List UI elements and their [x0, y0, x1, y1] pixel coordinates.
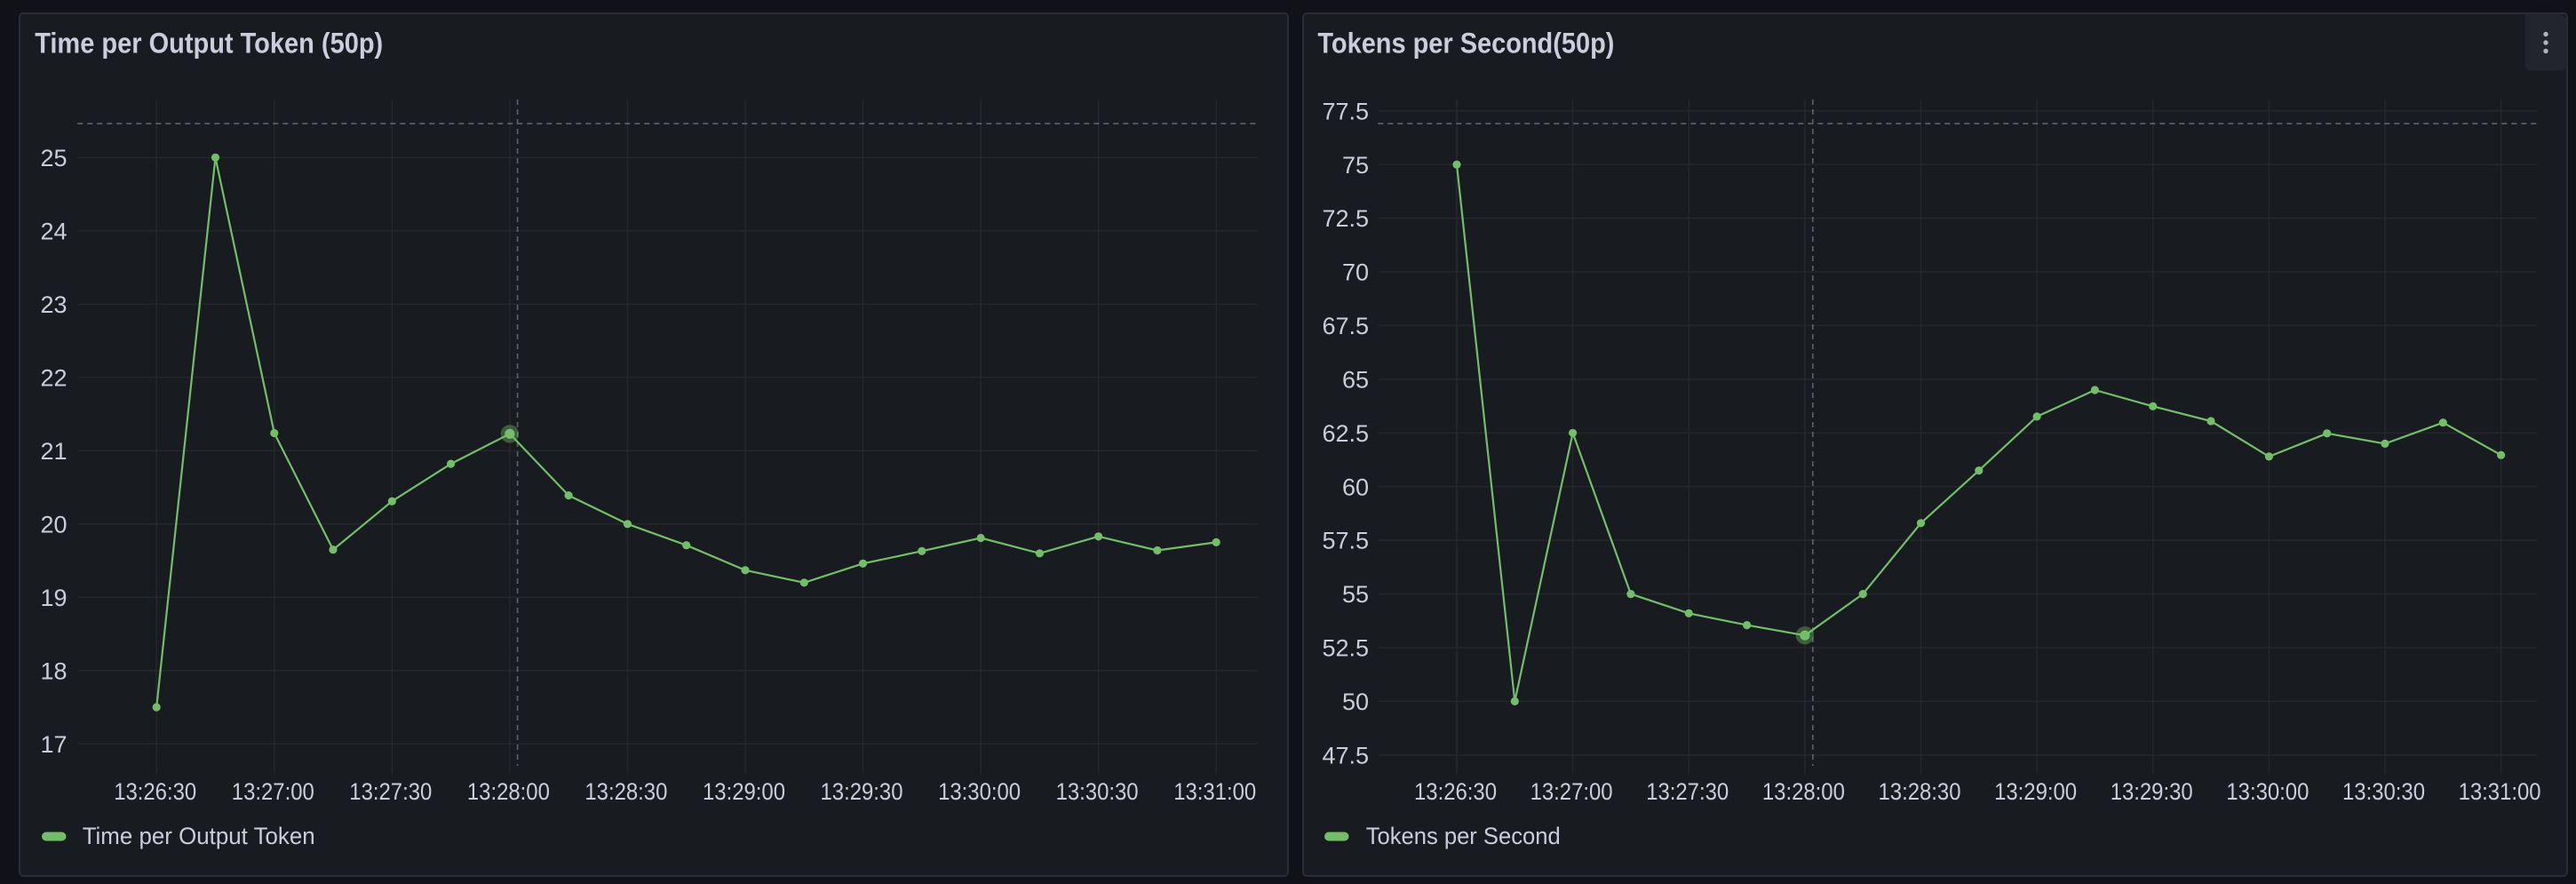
- svg-text:22: 22: [40, 364, 67, 391]
- svg-text:13:30:00: 13:30:00: [2226, 778, 2309, 805]
- svg-text:62.5: 62.5: [1322, 420, 1369, 447]
- svg-text:25: 25: [40, 145, 67, 171]
- svg-text:13:29:00: 13:29:00: [703, 778, 785, 805]
- svg-text:50: 50: [1342, 689, 1369, 715]
- svg-text:Time per Output Token (50p): Time per Output Token (50p): [35, 28, 383, 60]
- svg-text:13:30:30: 13:30:30: [2342, 778, 2425, 805]
- svg-text:13:31:00: 13:31:00: [1173, 778, 1256, 805]
- svg-text:13:29:00: 13:29:00: [1994, 778, 2077, 805]
- svg-text:13:30:30: 13:30:30: [1056, 778, 1139, 805]
- svg-text:60: 60: [1342, 474, 1369, 500]
- svg-text:75: 75: [1342, 152, 1369, 179]
- svg-text:13:26:30: 13:26:30: [114, 778, 196, 805]
- svg-text:Tokens per Second(50p): Tokens per Second(50p): [1317, 28, 1614, 60]
- svg-text:13:28:30: 13:28:30: [1879, 778, 1961, 805]
- svg-text:23: 23: [40, 291, 67, 318]
- svg-text:65: 65: [1342, 367, 1369, 394]
- svg-text:13:30:00: 13:30:00: [938, 778, 1021, 805]
- svg-text:13:29:30: 13:29:30: [2111, 778, 2193, 805]
- svg-text:47.5: 47.5: [1322, 742, 1369, 769]
- svg-text:57.5: 57.5: [1322, 528, 1369, 554]
- svg-text:13:27:00: 13:27:00: [232, 778, 314, 805]
- svg-text:13:31:00: 13:31:00: [2459, 778, 2541, 805]
- svg-text:13:27:30: 13:27:30: [1646, 778, 1729, 805]
- svg-text:13:28:00: 13:28:00: [467, 778, 550, 805]
- svg-text:72.5: 72.5: [1322, 205, 1369, 232]
- svg-text:13:28:30: 13:28:30: [584, 778, 667, 805]
- svg-text:13:27:30: 13:27:30: [349, 778, 432, 805]
- svg-text:13:27:00: 13:27:00: [1530, 778, 1613, 805]
- svg-text:19: 19: [40, 585, 67, 611]
- svg-text:21: 21: [40, 438, 67, 465]
- svg-text:13:28:00: 13:28:00: [1762, 778, 1845, 805]
- svg-text:13:26:30: 13:26:30: [1414, 778, 1497, 805]
- svg-text:Tokens per Second: Tokens per Second: [1366, 823, 1561, 849]
- svg-text:55: 55: [1342, 581, 1369, 608]
- svg-text:24: 24: [40, 218, 67, 244]
- svg-text:13:29:30: 13:29:30: [821, 778, 903, 805]
- svg-text:20: 20: [40, 511, 67, 538]
- svg-text:Time per Output Token: Time per Output Token: [83, 823, 315, 849]
- svg-text:67.5: 67.5: [1322, 313, 1369, 339]
- svg-text:77.5: 77.5: [1322, 98, 1369, 124]
- svg-text:18: 18: [40, 657, 67, 684]
- svg-text:17: 17: [40, 731, 67, 758]
- svg-text:70: 70: [1342, 259, 1369, 286]
- svg-text:52.5: 52.5: [1322, 635, 1369, 662]
